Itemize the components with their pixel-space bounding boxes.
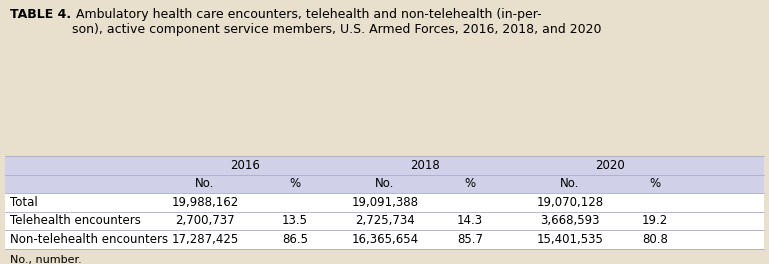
Text: No.: No.	[195, 177, 215, 190]
Text: 85.7: 85.7	[457, 233, 483, 246]
Text: 19.2: 19.2	[642, 214, 668, 227]
Text: 2,700,737: 2,700,737	[175, 214, 235, 227]
Text: 19,070,128: 19,070,128	[537, 196, 604, 209]
Text: 14.3: 14.3	[457, 214, 483, 227]
Text: No., number.: No., number.	[10, 256, 82, 264]
Text: 16,365,654: 16,365,654	[351, 233, 418, 246]
Text: 2016: 2016	[230, 159, 260, 172]
Text: %: %	[464, 177, 475, 190]
Text: Non-telehealth encounters: Non-telehealth encounters	[10, 233, 168, 246]
Text: 19,091,388: 19,091,388	[351, 196, 418, 209]
Text: %: %	[289, 177, 301, 190]
Text: Ambulatory health care encounters, telehealth and non-telehealth (in-per-
son), : Ambulatory health care encounters, teleh…	[72, 8, 601, 36]
Text: %: %	[650, 177, 661, 190]
Text: 2018: 2018	[410, 159, 440, 172]
Text: 2020: 2020	[595, 159, 625, 172]
Text: 17,287,425: 17,287,425	[171, 233, 238, 246]
Text: TABLE 4.: TABLE 4.	[10, 8, 71, 21]
Text: Total: Total	[10, 196, 38, 209]
Text: 19,988,162: 19,988,162	[171, 196, 238, 209]
Text: 13.5: 13.5	[282, 214, 308, 227]
Text: 80.8: 80.8	[642, 233, 668, 246]
Text: Telehealth encounters: Telehealth encounters	[10, 214, 141, 227]
Text: No.: No.	[561, 177, 580, 190]
Text: 86.5: 86.5	[282, 233, 308, 246]
Bar	[5, 193, 764, 248]
Text: No.: No.	[375, 177, 394, 190]
Text: 2,725,734: 2,725,734	[355, 214, 414, 227]
Bar	[5, 156, 764, 193]
Text: 15,401,535: 15,401,535	[537, 233, 604, 246]
Text: 3,668,593: 3,668,593	[541, 214, 600, 227]
